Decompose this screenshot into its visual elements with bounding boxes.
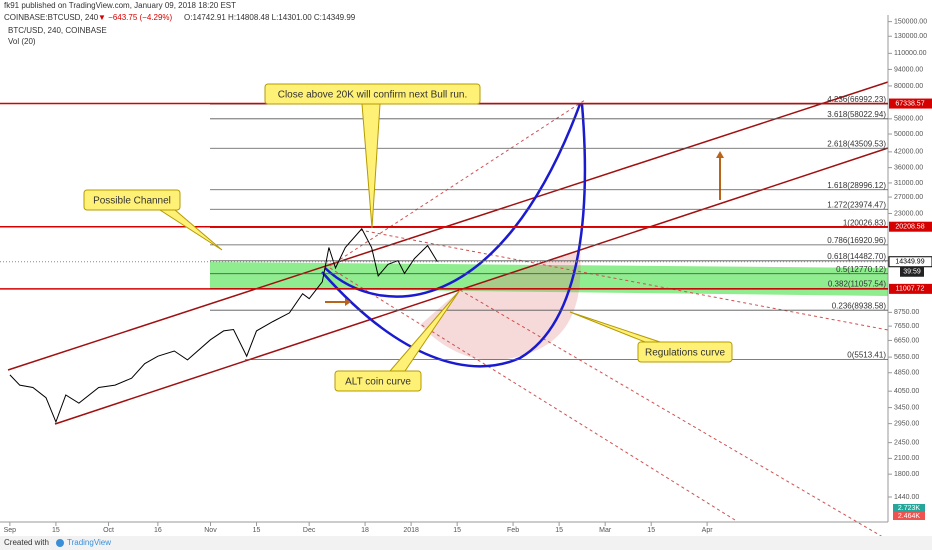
y-tick-label: 42000.00 (894, 149, 923, 156)
y-tick-label: 2950.00 (894, 420, 919, 427)
fib-label: 2.618(43509.53) (827, 139, 886, 148)
x-tick-label: Dec (303, 527, 316, 534)
y-tick-label: 80000.00 (894, 83, 923, 90)
fib-label: 0(5513.41) (847, 351, 886, 360)
dashed-line (329, 99, 586, 267)
price-line (9, 227, 438, 424)
callout (334, 370, 422, 392)
footer-brand: TradingView (67, 538, 111, 547)
y-tick-label: 1800.00 (894, 471, 919, 478)
y-tick-label: 7650.00 (894, 323, 919, 330)
x-tick-label: 15 (453, 527, 461, 534)
y-tick-label: 110000.00 (894, 50, 927, 57)
x-tick-label: 15 (253, 527, 261, 534)
callout-text: Regulations curve (645, 348, 725, 359)
price-tag (889, 283, 932, 294)
price-tag-label: 67338.57 (895, 100, 924, 107)
x-tick-label: Nov (204, 527, 217, 534)
last-price-label: 14349.99 (895, 259, 924, 266)
x-tick-label: Apr (702, 527, 714, 534)
fib-label: 0.382(11057.54) (828, 280, 886, 289)
footer (0, 536, 932, 550)
x-tick-label: 2018 (403, 527, 419, 534)
pink-zone (420, 250, 581, 361)
y-tick-label: 31000.00 (894, 180, 923, 187)
blue-curve (324, 103, 582, 298)
volume-legend: Vol (20) (8, 37, 36, 46)
x-tick-label: Feb (507, 527, 519, 534)
y-tick-label: 4850.00 (894, 370, 919, 377)
y-tick-label: 3450.00 (894, 404, 919, 411)
y-tick-label: 94000.00 (894, 66, 923, 73)
channel-lower (54, 147, 889, 425)
y-tick-label: 23000.00 (894, 210, 923, 217)
countdown: 39:59 (903, 269, 921, 276)
layer-decor (7, 81, 889, 541)
callout (83, 189, 181, 211)
callout (264, 83, 481, 105)
publisher: fk91 published on TradingView.com, Janua… (4, 1, 236, 10)
price-tag-label: 11007.72 (896, 286, 925, 293)
x-tick-label: 15 (555, 527, 563, 534)
arrow-head (345, 298, 351, 306)
y-tick-label: 1440.00 (894, 494, 919, 501)
price-tag (889, 98, 932, 109)
x-tick-label: 15 (647, 527, 655, 534)
price-tag (889, 221, 932, 232)
logo (56, 539, 64, 547)
x-tick-label: 16 (154, 527, 162, 534)
y-tick-label: 4050.00 (894, 388, 919, 395)
fib-label: 0.618(14482.70) (827, 252, 886, 261)
callout-text: Possible Channel (93, 196, 171, 207)
fib-label: 1.618(28996.12) (827, 181, 886, 190)
price-tag-label: 20208.58 (895, 224, 924, 231)
ohlc: O:14742.91 H:14808.48 L:14301.00 C:14349… (184, 13, 356, 22)
y-tick-label: 8750.00 (894, 309, 919, 316)
callout-text: ALT coin curve (345, 377, 411, 388)
x-tick-label: 18 (361, 527, 369, 534)
x-tick-label: Sep (4, 527, 17, 534)
green-zone (210, 262, 888, 296)
y-tick-label: 130000.00 (894, 33, 927, 40)
y-tick-label: 2450.00 (894, 439, 919, 446)
y-tick-label: 2100.00 (894, 455, 919, 462)
volume-tag (893, 512, 925, 520)
fib-label: 3.618(58022.94) (827, 110, 886, 119)
countdown-tag (900, 266, 924, 277)
y-tick-label: 36000.00 (894, 164, 923, 171)
arrow-head (716, 151, 724, 158)
symbol: COINBASE:BTCUSD, 240 (4, 13, 99, 22)
fib-label: 0.786(16920.96) (827, 236, 886, 245)
x-tick-label: Mar (599, 527, 612, 534)
fib-label: 0.236(8938.58) (832, 301, 887, 310)
legend: BTC/USD, 240, COINBASE (8, 26, 107, 35)
y-tick-label: 150000.00 (894, 18, 927, 25)
y-tick-label: 50000.00 (894, 131, 923, 138)
dashed-line (459, 289, 889, 541)
fib-label: 0.5(12770.12) (836, 265, 886, 274)
fib-label: 1(20026.83) (843, 219, 886, 228)
fib-label: 1.272(23974.47) (827, 200, 886, 209)
change: ▼ −643.75 (−4.29%) (98, 13, 173, 22)
y-tick-label: 6650.00 (894, 337, 919, 344)
callout-text: Close above 20K will confirm next Bull r… (278, 90, 468, 101)
footer-text: Created with (4, 538, 49, 547)
y-tick-label: 58000.00 (894, 116, 923, 123)
blue-curve (321, 103, 587, 368)
x-tick-label: 15 (52, 527, 60, 534)
x-tick-label: Oct (103, 527, 114, 534)
volume-tag (893, 504, 925, 512)
fib-label: 4.236(66992.23) (827, 95, 886, 104)
volume-tag-label: 2.723K (898, 505, 921, 512)
callout (637, 341, 733, 363)
y-tick-label: 27000.00 (894, 194, 923, 201)
y-tick-label: 5650.00 (894, 354, 919, 361)
volume-tag-label: 2.464K (898, 513, 921, 520)
